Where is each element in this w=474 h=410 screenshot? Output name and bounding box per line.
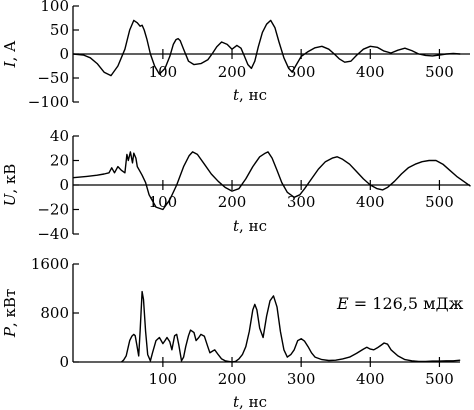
panel1-ytick-label: 50 [50,21,69,39]
panel3-y-axis-title: P, кВт [1,289,19,338]
panel2-xtick-label: 200 [218,193,247,211]
panel1-series-line [72,19,461,77]
panel3-ytick-label: 800 [40,304,69,322]
panel3-xtick-label: 500 [425,370,454,388]
panel2-series-line [72,151,471,211]
panel2-ytick-label: −40 [37,225,69,243]
panel3-series-line [120,290,461,363]
panel2-ytick-label: −20 [37,201,69,219]
panel1-x-axis-title: t, нс [233,86,267,104]
panel1-ytick-label: 100 [40,0,69,15]
panel3-xtick-label: 400 [356,370,385,388]
panel3-xtick-label: 300 [287,370,316,388]
panel3-ytick-label: 0 [59,353,69,371]
panel1-xtick-label: 200 [218,63,247,81]
panel1-ytick-label: −100 [28,93,69,111]
panel2-ytick-label: 0 [59,176,69,194]
panel1-ytick-label: 0 [59,45,69,63]
panel2-xtick-label: 400 [356,193,385,211]
panel3-ytick-label: 1600 [31,255,69,273]
panel3-x-axis-title: t, нс [233,393,267,410]
panel1-ytick-label: −50 [37,69,69,87]
panel1-xtick-label: 400 [356,63,385,81]
panel1-y-axis-title: I, А [1,40,19,68]
panel3-annotation: E = 126,5 мДж [336,294,464,313]
panel2-ytick-label: 40 [50,127,69,145]
panel3-xtick-label: 100 [149,370,178,388]
panel1-xtick-label: 500 [425,63,454,81]
panel3-xtick-label: 200 [218,370,247,388]
panel1-xtick-label: 100 [149,63,178,81]
panel2-ytick-label: 20 [50,152,69,170]
panel2-x-axis-title: t, нс [233,217,267,235]
panel2-y-axis-title: U, кВ [1,164,19,207]
panel2-xtick-label: 500 [425,193,454,211]
